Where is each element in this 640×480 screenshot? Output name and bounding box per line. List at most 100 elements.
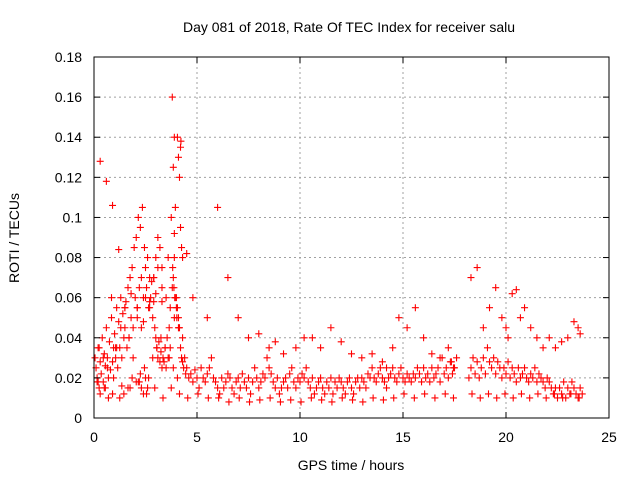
y-tick-label: 0.12: [55, 169, 82, 185]
data-point: [273, 374, 281, 382]
data-point: [358, 354, 366, 362]
data-point: [160, 358, 168, 366]
data-point: [109, 390, 117, 398]
data-point: [535, 370, 543, 378]
data-point: [348, 384, 355, 392]
data-point: [110, 374, 118, 382]
data-point: [249, 378, 257, 386]
data-point: [158, 284, 166, 292]
data-point: [95, 344, 103, 352]
data-point: [534, 390, 542, 398]
data-point: [483, 344, 491, 352]
data-point: [578, 390, 586, 398]
data-point: [389, 344, 397, 352]
data-point: [255, 330, 263, 338]
data-point: [481, 370, 489, 378]
data-point: [504, 334, 512, 342]
data-point: [101, 384, 109, 392]
data-point: [444, 344, 452, 352]
data-point: [484, 390, 492, 398]
data-point: [380, 378, 388, 386]
data-point: [486, 358, 494, 366]
data-point: [169, 163, 177, 171]
data-point: [358, 374, 366, 382]
data-point: [469, 354, 477, 362]
data-point: [108, 314, 116, 322]
data-point: [318, 396, 326, 404]
data-point: [128, 374, 136, 382]
data-point: [255, 384, 263, 392]
data-point: [286, 370, 294, 378]
data-point: [372, 378, 380, 386]
data-point: [220, 384, 228, 392]
data-point: [216, 390, 224, 398]
data-point: [193, 374, 201, 382]
data-point: [317, 344, 325, 352]
y-tick-label: 0: [74, 410, 82, 426]
data-point: [183, 364, 191, 372]
data-point: [502, 370, 510, 378]
data-point: [140, 244, 148, 252]
data-point: [126, 274, 134, 282]
data-point: [308, 374, 316, 382]
data-point: [103, 364, 111, 372]
data-point: [370, 374, 378, 382]
data-point: [171, 203, 179, 211]
data-point: [96, 358, 104, 366]
data-point: [156, 244, 164, 252]
data-point: [574, 324, 582, 332]
data-point: [550, 390, 558, 398]
data-point: [304, 378, 312, 386]
data-point: [473, 264, 481, 272]
data-point: [327, 324, 335, 332]
data-point: [143, 390, 151, 398]
data-point: [166, 304, 174, 312]
data-point: [411, 304, 419, 312]
data-point: [116, 394, 124, 402]
data-point: [307, 394, 315, 402]
data-point: [294, 374, 302, 382]
data-point: [169, 364, 177, 372]
data-point: [420, 334, 428, 342]
data-point: [512, 378, 520, 386]
data-point: [364, 370, 372, 378]
data-point: [207, 354, 215, 362]
data-point: [169, 264, 177, 272]
data-point: [280, 378, 288, 386]
data-point: [265, 364, 273, 372]
data-point: [111, 330, 119, 338]
data-point: [234, 314, 242, 322]
data-point: [259, 370, 267, 378]
data-point: [498, 314, 506, 322]
data-point: [333, 384, 341, 392]
data-point: [568, 378, 576, 386]
x-tick-label: 10: [292, 429, 308, 445]
data-point: [263, 354, 271, 362]
data-point: [214, 203, 222, 211]
data-point: [138, 203, 146, 211]
data-point: [179, 334, 187, 342]
data-point: [510, 370, 518, 378]
data-point: [338, 394, 346, 402]
data-point: [143, 284, 151, 292]
data-point: [420, 364, 428, 372]
data-point: [102, 177, 110, 185]
data-point: [201, 378, 209, 386]
x-tick-label: 25: [601, 429, 617, 445]
data-point: [235, 394, 243, 402]
data-point: [140, 364, 148, 372]
x-tick-label: 20: [498, 429, 514, 445]
data-point: [527, 324, 535, 332]
data-point: [488, 364, 496, 372]
data-point: [300, 374, 308, 382]
data-point: [493, 394, 501, 402]
data-point: [288, 364, 296, 372]
data-point: [545, 334, 553, 342]
data-point: [115, 318, 123, 326]
data-point: [504, 358, 512, 366]
data-point: [133, 314, 141, 322]
data-point: [109, 358, 117, 366]
data-point: [514, 364, 522, 372]
data-point: [479, 354, 487, 362]
data-point: [407, 378, 415, 386]
